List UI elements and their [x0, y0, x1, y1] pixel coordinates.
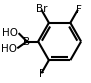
- Text: Br: Br: [36, 4, 47, 14]
- Text: B: B: [23, 37, 30, 46]
- Text: HO: HO: [2, 28, 18, 38]
- Text: HO: HO: [1, 44, 17, 54]
- Text: F: F: [76, 5, 82, 15]
- Text: F: F: [38, 69, 44, 79]
